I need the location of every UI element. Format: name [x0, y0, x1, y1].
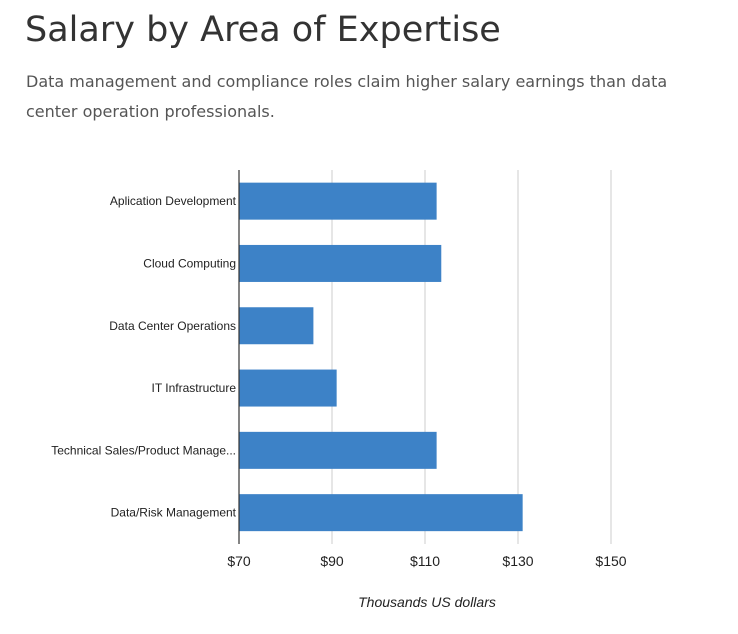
- x-tick-labels: $70 $90 $110 $130 $150: [227, 553, 626, 569]
- page-title: Salary by Area of Expertise: [25, 10, 501, 50]
- x-tick-label: $150: [595, 553, 626, 569]
- bar: [239, 369, 337, 407]
- bar: [239, 244, 442, 282]
- x-tick-label: $110: [410, 553, 440, 569]
- category-label: Aplication Development: [110, 194, 237, 208]
- category-label: Technical Sales/Product Manage...: [51, 443, 236, 457]
- bars: [239, 182, 523, 532]
- category-label: Data Center Operations: [109, 319, 236, 333]
- x-tick-label: $90: [320, 553, 344, 569]
- category-labels: Aplication Development Cloud Computing Dat…: [51, 194, 236, 520]
- bar: [239, 182, 437, 220]
- x-tick-label: $70: [227, 553, 251, 569]
- bar: [239, 494, 523, 532]
- x-axis-title: Thousands US dollars: [358, 594, 496, 610]
- x-tick-label: $130: [502, 553, 533, 569]
- category-label: Cloud Computing: [143, 256, 236, 270]
- category-label: IT Infrastructure: [152, 381, 237, 395]
- bar: [239, 431, 437, 469]
- category-label: Data/Risk Management: [111, 506, 237, 520]
- bar: [239, 307, 314, 345]
- page-subtitle: Data management and compliance roles cla…: [26, 72, 668, 121]
- gridlines: [331, 170, 612, 544]
